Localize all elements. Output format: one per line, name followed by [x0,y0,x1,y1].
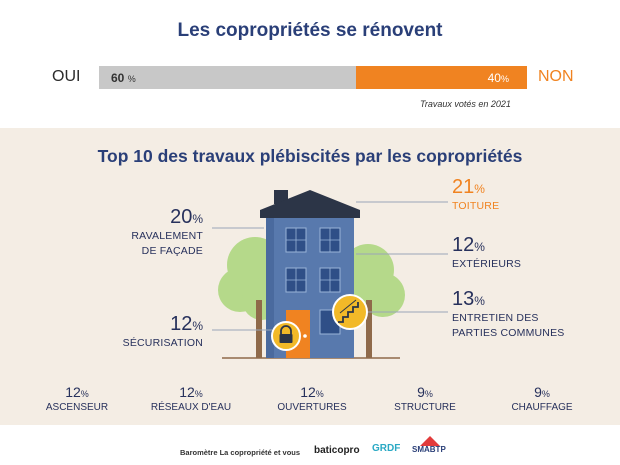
vote-bar-yes-value: 60 % [111,71,136,85]
vote-bar-no-value: 40% [487,71,509,85]
stat-entretien: 13% ENTRETIEN DES PARTIES COMMUNES [452,288,612,341]
bottom-stat-structure: 9% STRUCTURE [370,384,480,413]
connector-lines [212,201,448,331]
smabtp-logo-icon [420,436,440,446]
vote-bar: 60 % 40% [99,66,527,89]
stat-toiture-label: TOITURE [452,200,500,212]
stat-entretien-value: 13% [452,288,485,310]
stairs-icon [332,294,368,330]
section-title: Top 10 des travaux plébiscités par les c… [97,146,523,166]
stat-ravalement-label: RAVALEMENT DE FAÇADE [131,230,203,257]
footer-text: Baromètre La copropriété et vous [180,448,301,457]
bottom-stat-value: 9% [417,384,433,400]
stat-securisation-value: 12% [170,313,203,335]
stat-toiture: 21% TOITURE [452,176,602,214]
stat-securisation: 12% SÉCURISATION [60,313,203,351]
footer [0,425,620,465]
yes-label: OUI [52,68,81,85]
window-frames [286,228,340,292]
bottom-stat-value: 12% [179,384,203,400]
stat-entretien-label: ENTRETIEN DES PARTIES COMMUNES [452,312,565,339]
no-label: NON [538,68,574,85]
roof-icon [260,190,360,218]
bottom-stat-ouvertures: 12% OUVERTURES [257,384,367,413]
bottom-stat-label: RÉSEAUX D'EAU [150,402,232,413]
baticopro-logo: baticopro [314,445,360,456]
tree-right-icon [342,244,405,358]
bottom-stat-label: OUVERTURES [277,402,347,413]
bottom-stat-reseaux: 12% RÉSEAUX D'EAU [136,384,246,413]
bottom-stat-value: 12% [65,384,89,400]
vote-section [0,0,620,128]
bottom-stat-label: STRUCTURE [394,402,456,413]
door-knob [303,334,307,338]
stat-exterieurs-label: EXTÉRIEURS [452,258,522,270]
bottom-stat-chauffage: 9% CHAUFFAGE [487,384,597,413]
vote-note: Travaux votés en 2021 [420,99,511,109]
stat-toiture-value: 21% [452,176,485,198]
bottom-stat-value: 12% [300,384,324,400]
bottom-stat-label: ASCENSEUR [45,402,109,413]
vote-bar-yes: 60 % [99,66,356,89]
lock-icon [271,321,301,351]
building-shadow [266,218,274,358]
bottom-stat-ascenseur: 12% ASCENSEUR [22,384,132,413]
vote-bar-no: 40% [356,66,527,89]
stat-securisation-label: SÉCURISATION [122,337,203,349]
grdf-logo: GRDF [372,443,401,454]
bottom-stat-label: CHAUFFAGE [511,402,573,413]
stat-ravalement-value: 20% [170,206,203,228]
bottom-stat-value: 9% [534,384,550,400]
stat-ravalement: 20% RAVALEMENT DE FAÇADE [60,206,203,259]
stat-exterieurs-value: 12% [452,234,485,256]
page-title: Les copropriétés se rénovent [177,20,443,41]
stat-exterieurs: 12% EXTÉRIEURS [452,234,602,272]
smabtp-logo: SMABTP [412,445,446,454]
